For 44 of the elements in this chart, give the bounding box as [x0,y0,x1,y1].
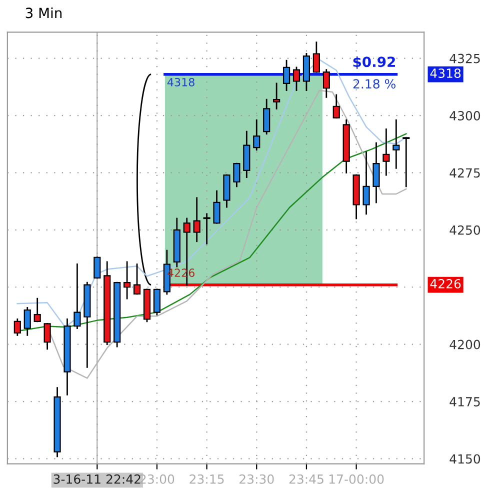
candlestick [282,60,290,92]
candlestick [332,94,340,119]
annotation: $0.92 [353,56,395,69]
candlestick [372,142,380,204]
candlestick [233,162,240,188]
y-tick-label: 4150 [450,454,480,464]
candlestick [263,98,270,135]
candlestick [292,66,300,92]
candlestick [34,298,41,322]
candlestick [322,69,330,98]
x-tick-label: 23:45 [289,474,324,484]
candlestick [153,288,160,316]
y-tick-label: 4200 [450,340,480,350]
x-tick-label: 17-00:00 [329,474,384,484]
candlestick [273,82,280,110]
y-tick-label: 4325 [450,54,480,64]
y-tick-label: 4300 [450,110,480,120]
candlestick [44,323,51,350]
candlestick [213,190,220,224]
annotation: 4318 [167,78,194,86]
candlestick [124,261,131,300]
candlestick [74,264,81,330]
candlestick [133,264,141,295]
annotation: 2.18 % [353,79,396,89]
candlestick [94,256,101,279]
x-tick-label: 23:30 [240,474,274,484]
candlestick [392,119,400,169]
candlestick [362,151,370,215]
candlestick [193,197,200,242]
candlestick [24,307,31,336]
x-tick-label: 23:15 [190,474,224,484]
x-tick-label: 3-16-11 22:42 [54,474,140,484]
y-tick-label: 4250 [450,225,480,235]
y-tick-label: 4175 [450,397,480,406]
candlestick [203,213,210,244]
chart-title: 3 Min [26,7,62,18]
ref-line-label: 4318 [430,68,461,78]
candlestick [382,128,390,176]
candlestick [402,137,410,188]
candlestick [14,318,21,336]
candlestick [312,42,320,73]
ref-line-label: 4226 [430,279,461,288]
candlestick [253,119,260,151]
y-tick-label: 4275 [450,168,480,178]
